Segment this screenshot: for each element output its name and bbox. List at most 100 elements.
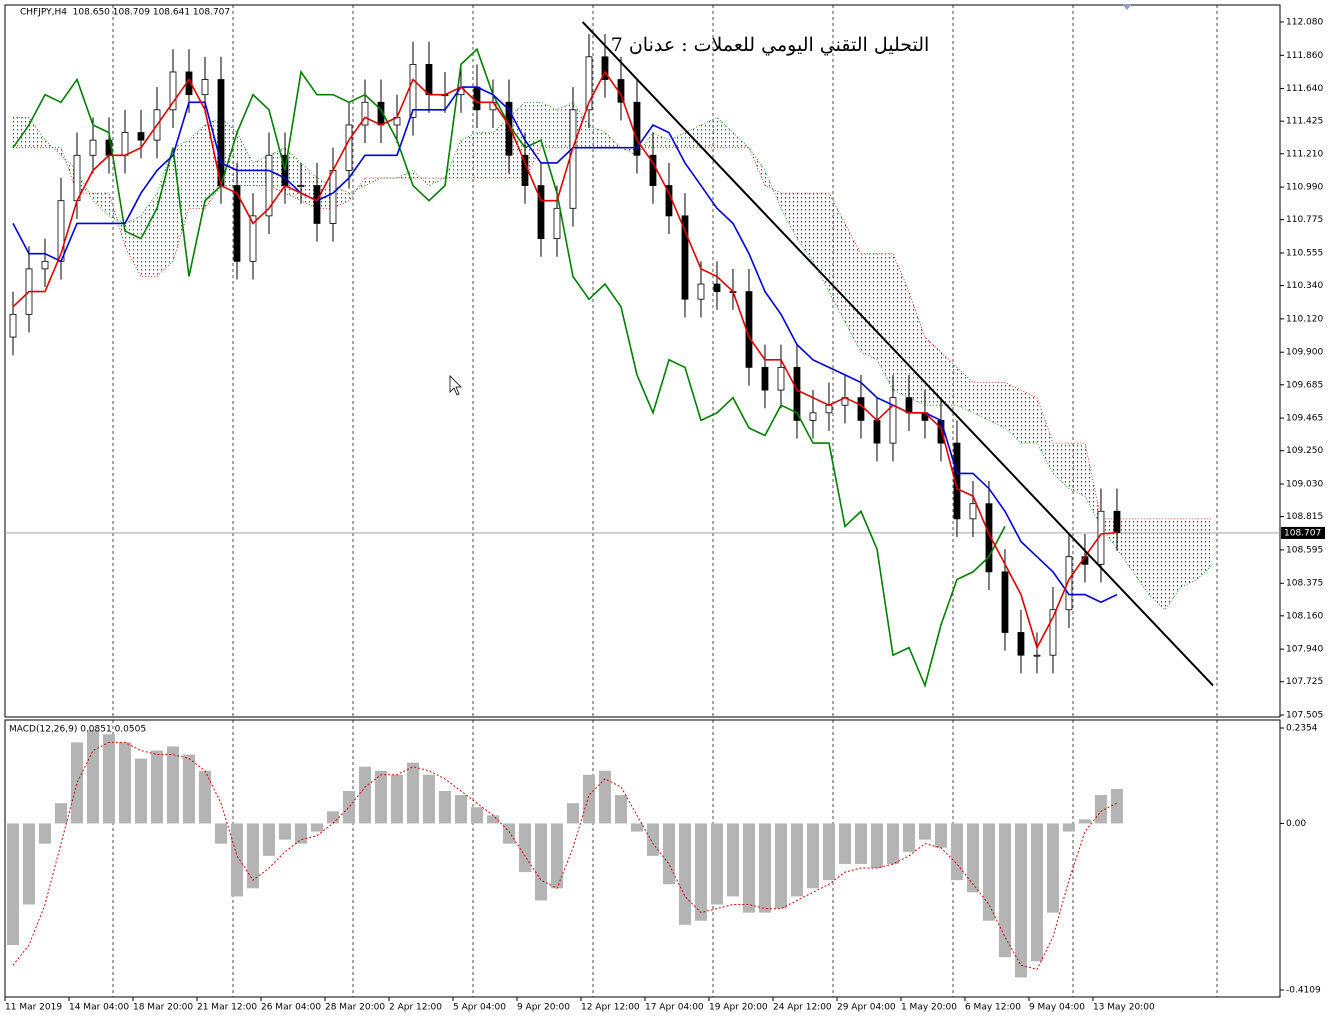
x-tick-label: 18 Mar 20:00: [133, 1003, 193, 1013]
y-tick-label: 109.250: [1286, 446, 1323, 456]
y-tick-label: 111.860: [1286, 51, 1323, 61]
macd-panel: [4, 719, 1281, 998]
cloud-fill: [860, 253, 877, 360]
cloud-fill: [236, 132, 253, 186]
y-tick-label: 112.080: [1286, 17, 1323, 27]
macd-bar: [406, 762, 419, 824]
x-tick-label: 9 Apr 20:00: [517, 1003, 570, 1013]
candle-body: [553, 207, 561, 239]
candle-body: [361, 101, 369, 126]
y-tick-label: 111.425: [1286, 117, 1323, 127]
macd-bar: [1046, 823, 1059, 913]
macd-bar: [150, 750, 163, 824]
cloud-fill: [1116, 518, 1133, 572]
candle-body: [297, 185, 305, 187]
macd-bar: [374, 770, 387, 824]
macd-bar: [902, 823, 915, 852]
y-tick-label: 110.555: [1286, 248, 1323, 258]
cloud-fill: [892, 253, 909, 398]
candle-body: [425, 63, 433, 96]
macd-bar: [838, 823, 851, 864]
x-tick-label: 29 Apr 04:00: [837, 1003, 896, 1013]
y-tick-label: 108.375: [1286, 579, 1323, 589]
candle-body: [1001, 571, 1009, 633]
macd-bar: [630, 823, 643, 832]
cloud-fill: [812, 193, 829, 292]
macd-y-tick-label: 0.00: [1286, 819, 1306, 829]
cloud-fill: [908, 291, 925, 406]
macd-bar: [262, 823, 275, 856]
cloud-fill: [636, 132, 653, 156]
macd-bar: [726, 823, 739, 897]
cloud-fill: [300, 162, 317, 209]
candle-body: [825, 404, 833, 414]
macd-label: MACD(12,26,9) 0.0851 0.0505: [9, 725, 146, 735]
candle-body: [649, 154, 657, 186]
macd-bar: [566, 803, 579, 824]
indicator-line: [12, 70, 1118, 650]
cloud-fill: [1020, 390, 1037, 444]
macd-bar: [614, 795, 627, 824]
cloud-fill: [492, 117, 509, 179]
candle-body: [1017, 632, 1025, 656]
macd-bar: [1014, 823, 1027, 978]
candle-body: [537, 185, 545, 239]
y-tick-label: 109.465: [1286, 414, 1323, 424]
span-a: [13, 101, 1214, 611]
x-tick-label: 28 Mar 20:00: [325, 1003, 385, 1013]
macd-bar: [646, 823, 659, 856]
candle-body: [681, 215, 689, 300]
cloud-fill: [940, 352, 957, 406]
macd-bar: [502, 823, 515, 844]
macd-bar: [534, 823, 547, 901]
macd-bar: [38, 823, 51, 844]
cloud-fill: [828, 193, 845, 322]
macd-bar: [550, 823, 563, 889]
candle-body: [809, 412, 817, 421]
macd-bar: [998, 823, 1011, 958]
macd-bar: [774, 823, 787, 909]
candle-body: [569, 109, 577, 209]
macd-bar: [790, 823, 803, 897]
y-tick-label: 108.815: [1286, 512, 1323, 522]
candle-body: [9, 313, 17, 338]
x-tick-label: 24 Apr 12:00: [773, 1003, 832, 1013]
y-tick-label: 109.900: [1286, 348, 1323, 358]
candle-body: [969, 503, 977, 520]
macd-bar: [694, 823, 707, 921]
y-tick-label: 107.940: [1286, 645, 1323, 655]
x-tick-label: 13 May 20:00: [1093, 1003, 1155, 1013]
cloud-fill: [476, 132, 493, 179]
candle-body: [633, 101, 641, 156]
mouse-cursor: [449, 375, 462, 396]
candle-body: [265, 154, 273, 217]
cloud-fill: [316, 178, 333, 209]
candle-body: [793, 366, 801, 421]
candle-body: [905, 397, 913, 414]
macd-bar: [742, 823, 755, 913]
y-tick-label: 109.685: [1286, 380, 1323, 390]
y-tick-label: 108.595: [1286, 545, 1323, 555]
macd-bar: [326, 811, 339, 824]
macd-bar: [438, 791, 451, 824]
macd-bar: [454, 795, 467, 824]
cloud-fill: [668, 132, 685, 148]
cloud-fill: [268, 147, 285, 194]
candle-body: [985, 503, 993, 573]
macd-bar: [294, 823, 307, 844]
cloud-fill: [1084, 443, 1101, 527]
candle-body: [217, 79, 225, 186]
macd-bar: [950, 823, 963, 881]
macd-bar: [886, 823, 899, 864]
macd-bar: [182, 754, 195, 824]
macd-bar: [1110, 788, 1123, 824]
candle-body: [777, 366, 785, 391]
symbol-header: CHFJPY,H4 108.650 108.709 108.641 108.70…: [20, 8, 230, 18]
candle-body: [937, 419, 945, 444]
candle-body: [1065, 556, 1073, 611]
x-tick-label: 19 Apr 20:00: [709, 1003, 768, 1013]
cloud-fill: [780, 193, 797, 239]
macd-bar: [214, 823, 227, 844]
macd-bar: [102, 734, 115, 824]
macd-bar: [22, 823, 35, 905]
